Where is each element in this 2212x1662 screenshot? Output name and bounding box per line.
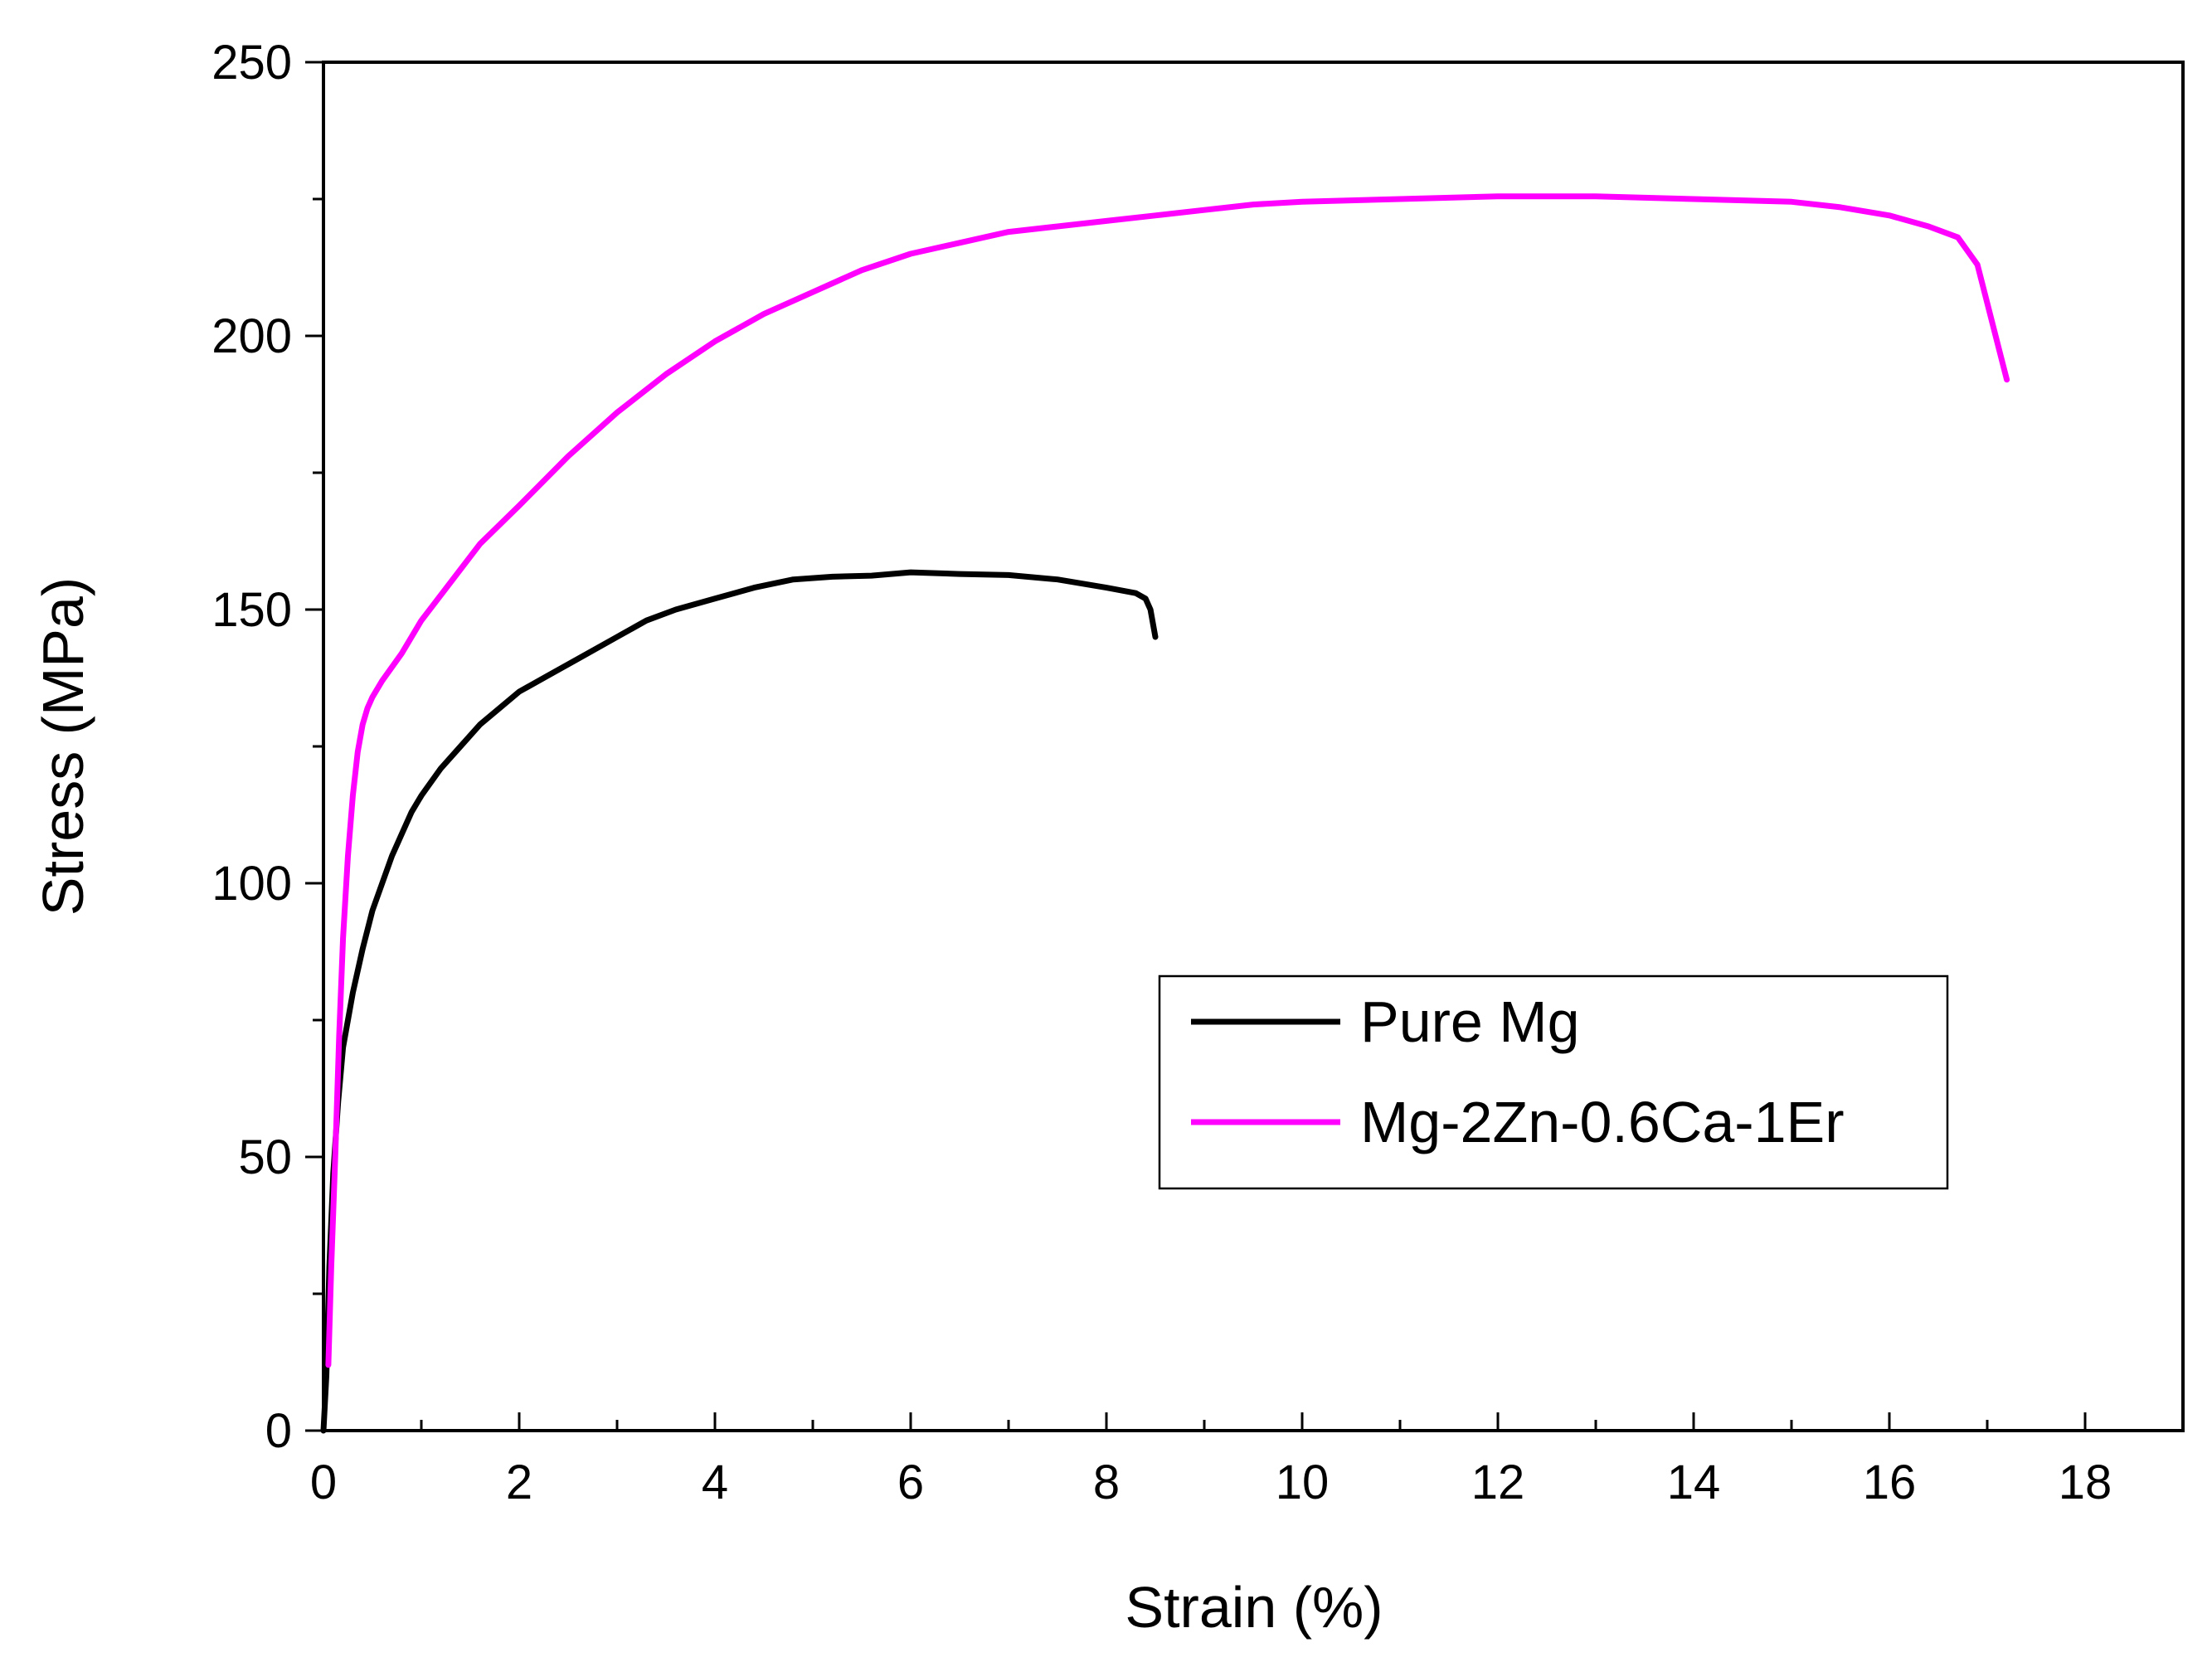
x-tick-label: 0 xyxy=(310,1455,337,1509)
legend-label-mg-2zn-0-6ca-1er: Mg-2Zn-0.6Ca-1Er xyxy=(1360,1090,1845,1154)
y-tick-label: 250 xyxy=(211,36,292,90)
x-tick-label: 12 xyxy=(1471,1455,1525,1509)
y-tick-label: 150 xyxy=(211,583,292,637)
x-tick-label: 16 xyxy=(1863,1455,1917,1509)
series-line-mg-2zn-0-6ca-1er xyxy=(325,193,2010,1368)
x-tick-label: 18 xyxy=(2059,1455,2112,1509)
x-tick-label: 6 xyxy=(897,1455,924,1509)
y-axis-label: Stress (MPa) xyxy=(31,577,95,916)
x-tick-label: 4 xyxy=(702,1455,728,1509)
series-layer xyxy=(320,193,2010,1434)
y-tick-label: 0 xyxy=(265,1404,292,1458)
y-tick-label: 50 xyxy=(238,1130,292,1184)
plot-frame xyxy=(322,61,2185,1432)
x-axis-label: Strain (%) xyxy=(1125,1575,1383,1640)
x-tick-label: 2 xyxy=(506,1455,532,1509)
y-tick-label: 100 xyxy=(211,857,292,911)
x-tick-label: 14 xyxy=(1667,1455,1721,1509)
ticks-layer xyxy=(305,61,2185,1432)
legend: Pure Mg Mg-2Zn-0.6Ca-1Er xyxy=(1158,974,1949,1190)
legend-box xyxy=(1158,974,1949,1190)
tick-labels-layer: 0 2 4 6 8 10 12 14 16 18 0 50 100 150 200 250 xyxy=(211,36,2112,1509)
series-line-pure-mg xyxy=(320,569,1159,1434)
x-tick-label: 10 xyxy=(1276,1455,1330,1509)
x-tick-label: 8 xyxy=(1093,1455,1120,1509)
y-tick-label: 200 xyxy=(211,309,292,363)
legend-label-pure-mg: Pure Mg xyxy=(1360,989,1580,1054)
